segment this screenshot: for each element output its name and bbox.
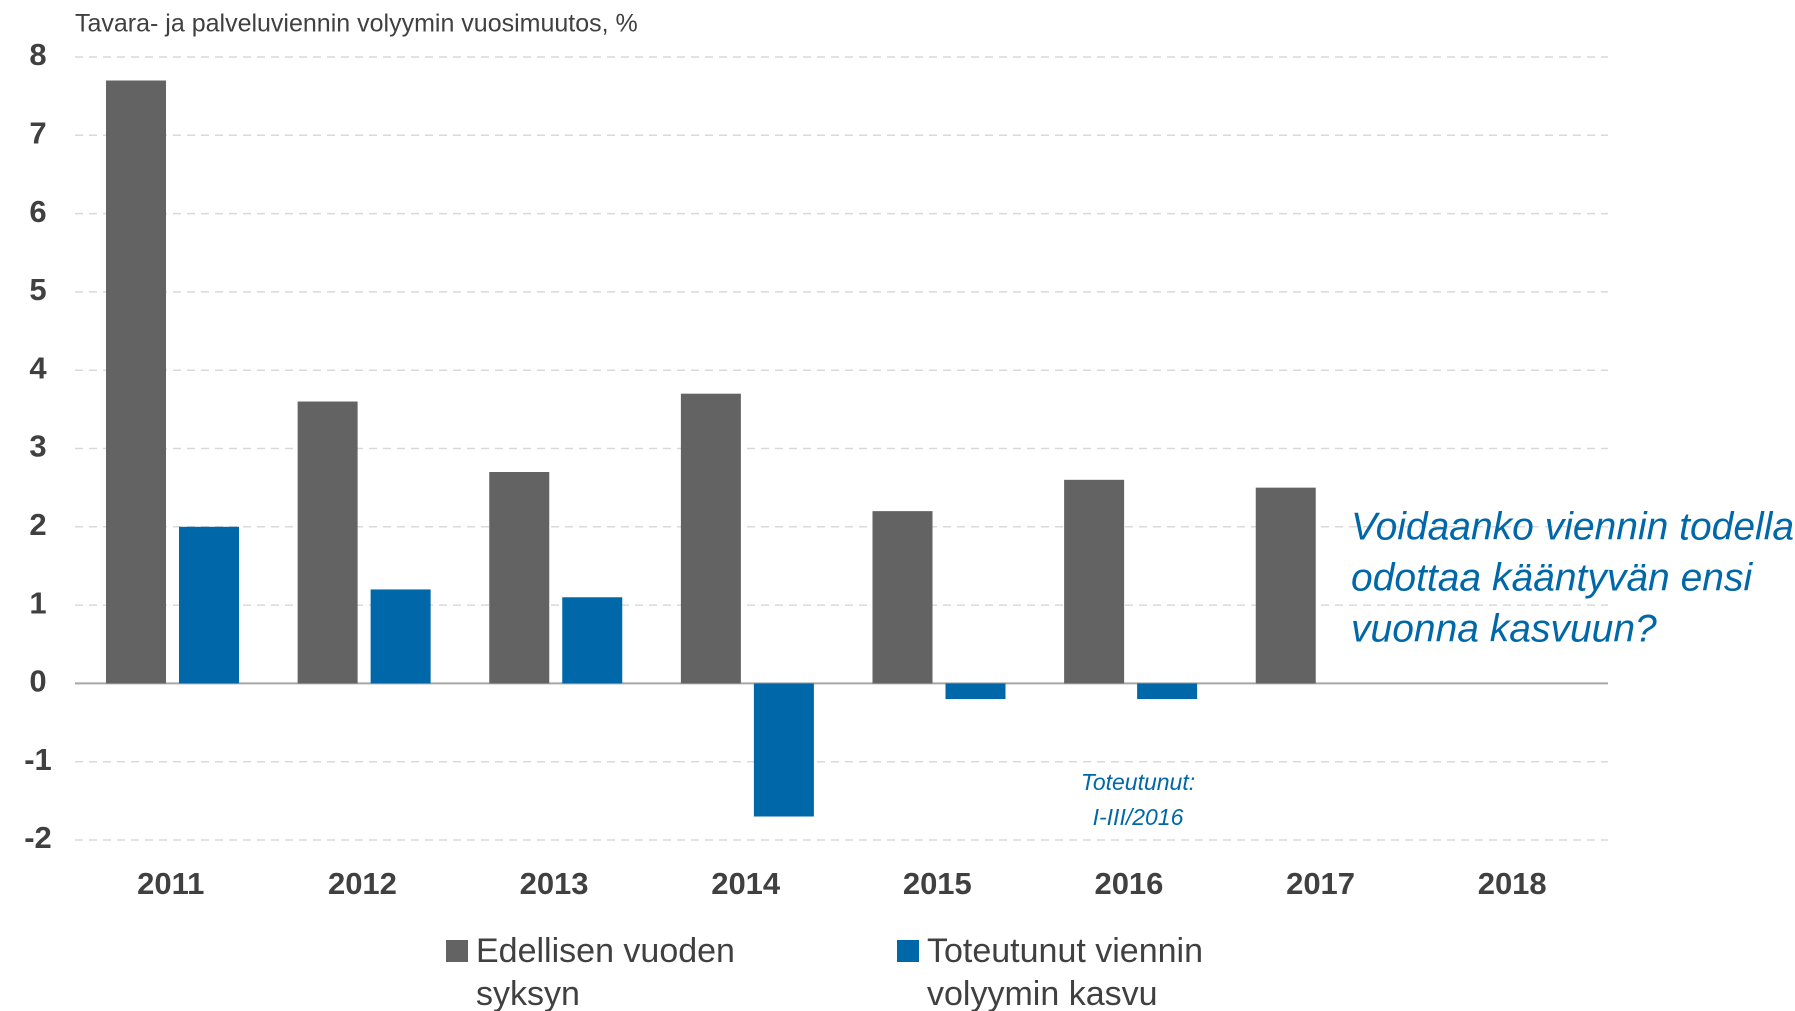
x-tick-label: 2018: [1478, 866, 1547, 901]
y-tick-label: 2: [29, 507, 46, 542]
annotation: I-III/2016: [1093, 804, 1184, 830]
bar: [106, 80, 166, 684]
legend-label: Edellisen vuoden syksyn mediaaniennuste: [476, 932, 735, 1011]
y-tick-label: 6: [29, 194, 46, 229]
bar: [179, 526, 239, 684]
chart-title: Tavara- ja palveluviennin volyymin vuosi…: [75, 10, 638, 38]
x-tick-label: 2012: [328, 866, 397, 901]
x-tick-label: 2017: [1286, 866, 1355, 901]
annotation: Voidaanko viennin todella: [1351, 505, 1794, 548]
annotation: vuonna kasvuun?: [1351, 607, 1657, 650]
y-tick-label: 5: [29, 272, 46, 307]
bar: [489, 471, 550, 684]
bar: [945, 683, 1006, 700]
annotation: odottaa kääntyvän ensi: [1351, 556, 1753, 599]
bar: [1064, 479, 1125, 684]
y-tick-label: 0: [29, 664, 46, 699]
bar: [1137, 683, 1198, 700]
y-tick-label: 4: [29, 350, 47, 385]
y-tick-label: 3: [29, 429, 46, 464]
bar: [562, 597, 623, 684]
legend-label: Toteutunut viennin volyymin kasvu: [927, 932, 1203, 1011]
x-tick-label: 2013: [520, 866, 589, 901]
y-tick-label: -2: [24, 820, 52, 855]
y-tick-label: -1: [24, 742, 52, 777]
x-tick-label: 2014: [711, 866, 781, 901]
x-tick-label: 2011: [137, 866, 204, 901]
bar: [753, 683, 814, 817]
annotation: Toteutunut:: [1081, 769, 1195, 795]
bar: [370, 589, 431, 684]
legend-swatch: [446, 940, 468, 962]
bar: [680, 393, 741, 684]
bar: [1255, 487, 1316, 684]
y-tick-label: 8: [29, 37, 46, 72]
x-tick-label: 2015: [903, 866, 972, 901]
legend-item: Edellisen vuoden syksyn mediaaniennuste: [446, 930, 826, 1011]
x-tick-label: 2016: [1094, 866, 1163, 901]
legend-swatch: [897, 940, 919, 962]
bar: [297, 401, 358, 684]
y-tick-label: 7: [29, 115, 46, 150]
bar: [872, 511, 933, 684]
y-tick-label: 1: [29, 585, 46, 620]
legend-item: Toteutunut viennin volyymin kasvu: [897, 930, 1227, 1011]
